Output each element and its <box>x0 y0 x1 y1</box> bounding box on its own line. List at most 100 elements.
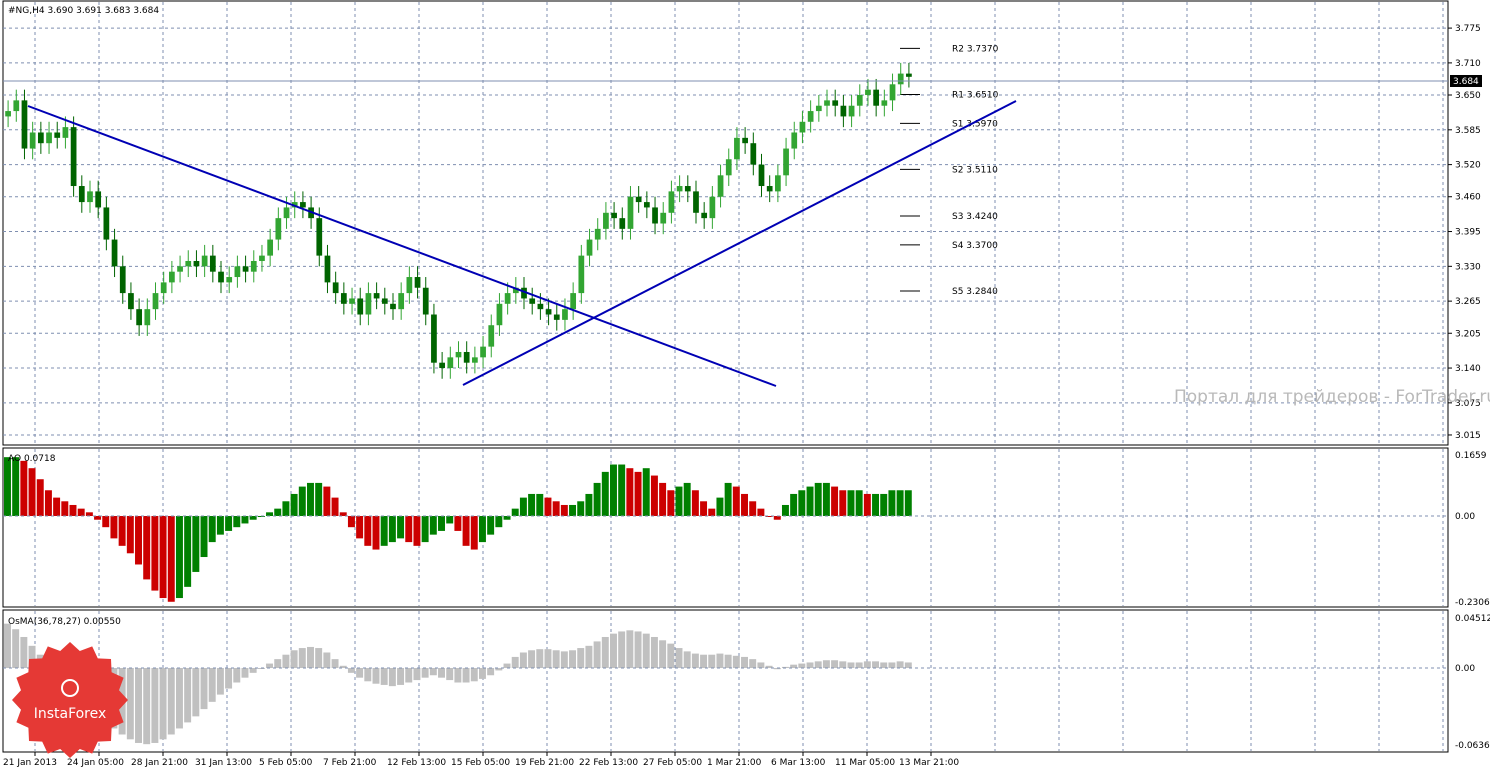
candle-body <box>529 298 536 304</box>
osma-bar <box>323 652 331 668</box>
ao-bar <box>519 497 527 516</box>
candle-body <box>103 207 110 240</box>
ao-bar <box>94 516 102 520</box>
osma-bar <box>863 661 871 668</box>
ao-bar <box>765 516 773 517</box>
osma-bar <box>462 668 470 683</box>
candle-body <box>439 362 445 369</box>
ao-bar <box>601 471 609 516</box>
osma-bar <box>650 636 658 668</box>
candle-body <box>889 84 896 101</box>
candle-body <box>815 105 822 112</box>
candle-body <box>226 277 233 283</box>
pivot-label: R2 3.7370 <box>952 44 999 54</box>
ao-bar <box>749 501 757 516</box>
candle-body <box>78 186 85 203</box>
candle-body <box>193 260 200 267</box>
candle-body <box>185 260 192 267</box>
candle-body <box>381 298 388 304</box>
ao-label: AO 0.0718 <box>8 454 56 464</box>
ao-bar <box>610 464 617 516</box>
candle-body <box>488 325 495 347</box>
ao-bar <box>159 516 167 599</box>
candle-body <box>422 287 429 315</box>
osma-bar <box>446 668 454 681</box>
x-tick-label: 5 Feb 05:00 <box>259 758 313 768</box>
candle-body <box>570 293 577 310</box>
x-tick-label: 11 Mar 05:00 <box>835 758 895 768</box>
ao-bar <box>4 457 11 516</box>
ao-bar <box>667 490 675 516</box>
ao-bar <box>77 508 85 516</box>
osma-bar <box>634 631 642 668</box>
candle-body <box>390 303 396 310</box>
ao-bar <box>536 493 544 516</box>
ao-bar <box>388 516 396 543</box>
osma-bar <box>249 668 257 673</box>
ao-bar <box>839 490 847 516</box>
ao-bar <box>888 490 896 516</box>
osma-bar <box>511 656 519 668</box>
ao-bar <box>282 501 290 516</box>
candle-body <box>267 239 274 256</box>
symbol-header: #NG,H4 3.690 3.691 3.683 3.684 <box>8 6 159 16</box>
ao-bar <box>290 493 298 516</box>
ao-bar <box>216 516 224 535</box>
ao-bar <box>593 482 601 516</box>
osma-bar <box>839 661 847 668</box>
candle-body <box>586 239 593 256</box>
osma-bar <box>421 668 429 678</box>
ao-bar <box>12 457 20 516</box>
ao-bar <box>618 464 626 516</box>
y-tick-label: 3.395 <box>1455 228 1481 238</box>
osma-bar <box>855 662 863 668</box>
candle-body <box>177 266 183 272</box>
ao-bar <box>585 493 593 516</box>
down-trendline[interactable] <box>27 105 777 387</box>
ao-bar <box>53 497 61 516</box>
ao-bar <box>323 486 331 516</box>
osma-bar <box>642 633 650 668</box>
osma-bar <box>716 653 724 668</box>
osma-bar <box>266 663 274 668</box>
osma-bar <box>544 649 552 668</box>
up-trendline[interactable] <box>462 100 1017 386</box>
candle-body <box>365 293 372 315</box>
ao-bar <box>773 516 781 520</box>
ao-bar <box>569 504 577 516</box>
x-tick-label: 21 Jan 2013 <box>3 758 57 768</box>
osma-bar <box>151 668 159 743</box>
ao-bar <box>560 504 568 516</box>
osma-bar <box>495 668 503 671</box>
osma-bar <box>700 654 708 668</box>
ao-bar <box>659 482 667 516</box>
candle-body <box>283 207 290 219</box>
osma-bar <box>192 668 200 717</box>
osma-bar <box>618 631 626 668</box>
ao-bar <box>102 516 110 528</box>
candle-body <box>856 95 863 106</box>
instaforex-logo[interactable]: InstaForex <box>12 642 128 758</box>
osma-bar <box>610 633 617 668</box>
ao-bar <box>151 516 159 591</box>
y-tick-label: 3.710 <box>1455 59 1481 69</box>
ao-bar <box>872 493 880 516</box>
osma-bar <box>126 668 134 740</box>
ao-bar <box>225 516 233 531</box>
osma-bar <box>307 646 314 668</box>
osma-bar <box>372 668 380 684</box>
osma-bar <box>896 661 904 668</box>
y-tick-label: 3.520 <box>1455 161 1481 171</box>
osma-bar <box>831 660 839 668</box>
ao-histogram <box>4 457 912 602</box>
ao-axis: 0.1659 0.00 -0.2306 <box>3 451 1490 608</box>
ao-bar <box>380 516 388 546</box>
candle-body <box>537 303 544 310</box>
candle-body <box>128 293 134 310</box>
ao-bar <box>814 482 822 516</box>
osma-bar <box>405 668 413 683</box>
candle-body <box>300 202 306 208</box>
candle-body <box>496 303 503 326</box>
candle-body <box>373 293 380 299</box>
ao-bar <box>118 516 126 546</box>
